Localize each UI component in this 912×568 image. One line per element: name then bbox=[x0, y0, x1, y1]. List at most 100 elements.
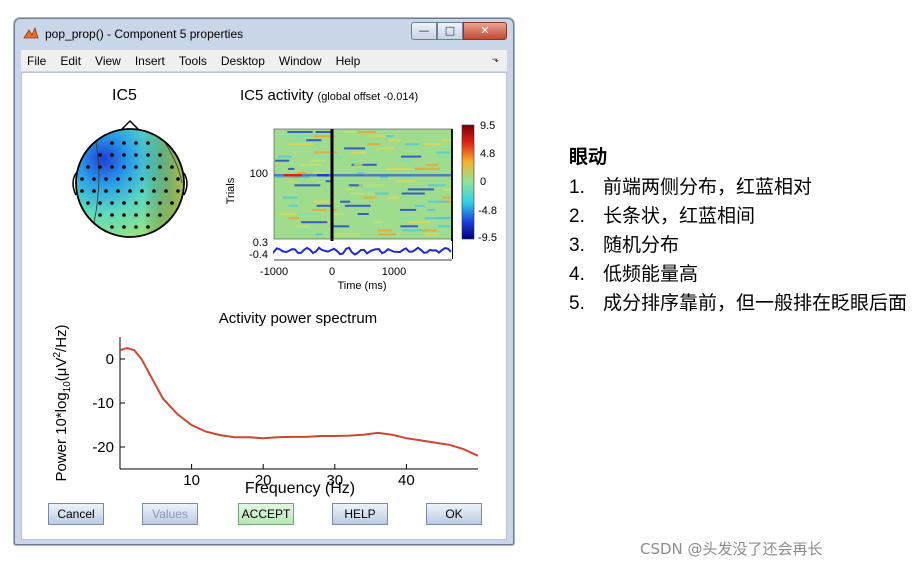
erp-stripe bbox=[399, 159, 412, 162]
erp-stripe bbox=[405, 143, 420, 146]
erp-stripe bbox=[316, 204, 332, 207]
erp-stripe bbox=[344, 147, 366, 150]
electrode-dot bbox=[140, 189, 144, 193]
electrode-dot bbox=[98, 201, 102, 205]
electrode-dot bbox=[170, 201, 174, 205]
electrode-dot bbox=[122, 165, 126, 169]
menu-window[interactable]: Window bbox=[278, 53, 322, 68]
cancel-button[interactable]: Cancel bbox=[48, 503, 104, 525]
erp-stripe bbox=[294, 139, 311, 142]
erp-stripe bbox=[311, 208, 327, 211]
erp-stripe bbox=[275, 159, 290, 162]
erp-stripe bbox=[343, 131, 357, 133]
colorbar-tick-1: 9.5 bbox=[480, 120, 495, 132]
electrode-dot bbox=[152, 177, 156, 181]
topo-map bbox=[72, 119, 188, 238]
electrode-dot bbox=[152, 189, 156, 193]
erp-stripe bbox=[415, 204, 426, 207]
menu-desktop[interactable]: Desktop bbox=[220, 53, 265, 68]
right-ear-outline bbox=[183, 172, 188, 196]
list-item-text: 随机分布 bbox=[603, 234, 680, 256]
watermark: CSDN @头发没了还会再长 bbox=[640, 540, 823, 558]
electrode-dot bbox=[134, 165, 138, 169]
electrode-dot bbox=[80, 189, 84, 193]
erp-stripe bbox=[426, 163, 439, 166]
erp-stripe bbox=[331, 225, 350, 228]
time-axis-label: Time (ms) bbox=[337, 280, 386, 292]
menu-help[interactable]: Help bbox=[335, 53, 361, 68]
electrode-dot bbox=[116, 189, 120, 193]
electrode-dot bbox=[134, 225, 138, 229]
spectrum-y-tick-label: 0 bbox=[106, 351, 114, 368]
erp-stripe bbox=[295, 213, 318, 215]
erp-stripe bbox=[363, 196, 377, 199]
menu-view[interactable]: View bbox=[95, 53, 121, 68]
spectrum-title: Activity power spectrum bbox=[219, 310, 377, 327]
electrode-dot bbox=[98, 213, 102, 217]
erp-stripe bbox=[385, 135, 394, 138]
erp-stripe bbox=[373, 221, 383, 224]
electrode-dot bbox=[134, 201, 138, 205]
erp-stripe bbox=[330, 208, 337, 211]
erp-stripe bbox=[292, 176, 310, 179]
trials-tick: 100 bbox=[250, 168, 268, 180]
spectrum-xlabel: Frequency (Hz) bbox=[245, 480, 355, 497]
erp-stripe bbox=[348, 184, 364, 187]
power-spectrum-chart: Activity power spectrum 10 20 30 40 0 -10 -20… bbox=[52, 310, 479, 497]
menu-file[interactable]: File bbox=[27, 53, 47, 68]
electrode-dot bbox=[98, 153, 102, 157]
erp-stripe bbox=[282, 135, 310, 138]
erp-stripe bbox=[438, 155, 452, 158]
values-button[interactable]: Values bbox=[142, 503, 198, 525]
list-item: 5. 成分排序靠前，但一般排在眨眼后面 bbox=[569, 289, 909, 318]
trials-axis-label: Trials bbox=[225, 177, 237, 204]
notes-panel: 眼动 1. 前端两侧分布，红蓝相对 2. 长条状，红蓝相间 3. 随机分布 4. 低频能… bbox=[569, 142, 909, 318]
notes-title: 眼动 bbox=[569, 146, 608, 168]
accept-button[interactable]: ACCEPT bbox=[238, 503, 294, 525]
electrode-dot bbox=[110, 165, 114, 169]
close-button[interactable]: ✕ bbox=[463, 22, 507, 40]
help-button[interactable]: HELP bbox=[332, 503, 388, 525]
minimize-button[interactable]: — bbox=[411, 22, 437, 40]
erp-stripe bbox=[306, 139, 322, 142]
electrode-dot bbox=[110, 153, 114, 157]
erp-stripe bbox=[397, 217, 417, 220]
list-item: 2. 长条状，红蓝相间 bbox=[569, 202, 909, 231]
electrode-dot bbox=[80, 177, 84, 181]
erp-stripe bbox=[313, 135, 335, 138]
erp-stripe bbox=[288, 204, 299, 207]
erp-image-background bbox=[274, 129, 452, 239]
ok-button[interactable]: OK bbox=[426, 503, 482, 525]
erp-trial-stripes bbox=[274, 131, 452, 236]
electrode-dot bbox=[128, 177, 132, 181]
electrode-dot bbox=[170, 165, 174, 169]
erp-stripe bbox=[369, 135, 386, 138]
left-ear-outline bbox=[72, 172, 77, 196]
spectrum-x-tick-label: 10 bbox=[183, 472, 200, 489]
erp-stripe bbox=[325, 180, 333, 183]
erp-stripe bbox=[442, 188, 452, 191]
erp-stripe bbox=[287, 131, 313, 133]
electrode-dot bbox=[146, 201, 150, 205]
electrode-dot bbox=[164, 177, 168, 181]
list-item: 1. 前端两侧分布，红蓝相对 bbox=[569, 173, 909, 202]
erp-stripe bbox=[407, 188, 434, 191]
electrode-dot bbox=[176, 189, 180, 193]
window-title: pop_prop() - Component 5 properties bbox=[45, 27, 244, 41]
spectrum-y-tick-label: -10 bbox=[92, 395, 114, 412]
menu-edit[interactable]: Edit bbox=[60, 53, 82, 68]
menu-tools[interactable]: Tools bbox=[178, 53, 207, 68]
maximize-button[interactable]: □ bbox=[437, 22, 463, 40]
electrode-dot bbox=[146, 153, 150, 157]
x-tick-1000: 1000 bbox=[382, 266, 406, 278]
erp-stripe bbox=[424, 143, 441, 146]
title-bar[interactable]: pop_prop() - Component 5 properties — □ … bbox=[15, 19, 513, 49]
activity-title-main: IC5 activity bbox=[240, 87, 314, 104]
menu-insert[interactable]: Insert bbox=[134, 53, 165, 68]
erp-stripe bbox=[388, 139, 401, 142]
menu-overflow-icon[interactable]: ⬎ bbox=[491, 54, 499, 64]
spectrum-y-tick-label: -20 bbox=[92, 439, 114, 456]
list-item-number: 2. bbox=[569, 206, 585, 227]
erp-stripe bbox=[351, 163, 377, 166]
erp-stripe bbox=[297, 172, 307, 174]
